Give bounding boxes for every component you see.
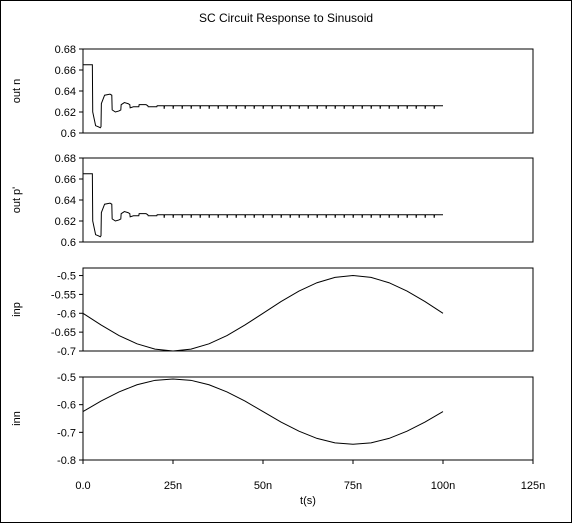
panel-1: 0.6 0.62 0.64 0.66 0.68 out n — [11, 44, 534, 140]
panel-3-series-line — [82, 275, 444, 352]
panel-2-frame — [82, 157, 534, 243]
x-tick-label: 50n — [254, 480, 272, 492]
panel-4-y-tick-label: -0.6 — [57, 400, 76, 412]
panel-1-series-line — [83, 64, 443, 129]
panel-4: -0.8 -0.7 -0.6 -0.5 inn — [11, 372, 534, 467]
x-axis-title: t(s) — [300, 495, 316, 507]
panel-1-y-tick-label: 0.68 — [55, 44, 76, 56]
x-tick-label: 25n — [164, 480, 182, 492]
panel-3-y-tick-label: -0.55 — [51, 289, 76, 301]
panel-1-y-tick-label: 0.6 — [61, 128, 76, 140]
panel-2-y-tick-label: 0.68 — [55, 153, 76, 165]
x-tick-label: 125n — [521, 480, 545, 492]
panel-1-y-tick-label: 0.62 — [55, 107, 76, 119]
panel-3-frame — [82, 267, 534, 352]
panel-4-frame — [82, 376, 534, 461]
panel-1-frame — [82, 48, 534, 134]
panel-3: -0.7 -0.65 -0.6 -0.55 -0.5 inp — [11, 267, 534, 358]
panel-2: 0.6 0.62 0.64 0.66 0.68 out p' — [11, 153, 534, 249]
chart-title: SC Circuit Response to Sinusoid — [199, 11, 373, 25]
panel-2-y-tick-label: 0.62 — [55, 216, 76, 228]
x-tick-label: 0.0 — [75, 480, 90, 492]
panel-3-y-tick-label: -0.7 — [57, 346, 76, 358]
panel-4-y-tick-label: -0.7 — [57, 427, 76, 439]
panel-4-y-tick-label: -0.5 — [57, 372, 76, 384]
panel-3-y-axis-title: inp — [11, 302, 23, 317]
x-tick-label: 75n — [344, 480, 362, 492]
panel-1-y-tick-label: 0.64 — [55, 86, 76, 98]
panel-4-series-line — [82, 378, 444, 445]
panel-3-y-tick-label: -0.65 — [51, 327, 76, 339]
panel-3-y-tick-label: -0.6 — [57, 308, 76, 320]
panel-4-y-tick-label: -0.8 — [57, 455, 76, 467]
x-tick-label: 100n — [431, 480, 455, 492]
panel-2-y-tick-label: 0.66 — [55, 174, 76, 186]
panel-2-y-tick-label: 0.64 — [55, 195, 76, 207]
panel-1-y-tick-label: 0.66 — [55, 65, 76, 77]
panel-4-y-axis-title: inn — [11, 411, 23, 426]
panel-2-series-line — [83, 173, 443, 238]
panel-1-y-axis-title: out n — [11, 79, 23, 103]
panel-2-y-tick-label: 0.6 — [61, 237, 76, 249]
panel-2-y-axis-title: out p' — [11, 187, 23, 214]
panel-3-y-tick-label: -0.5 — [57, 271, 76, 283]
